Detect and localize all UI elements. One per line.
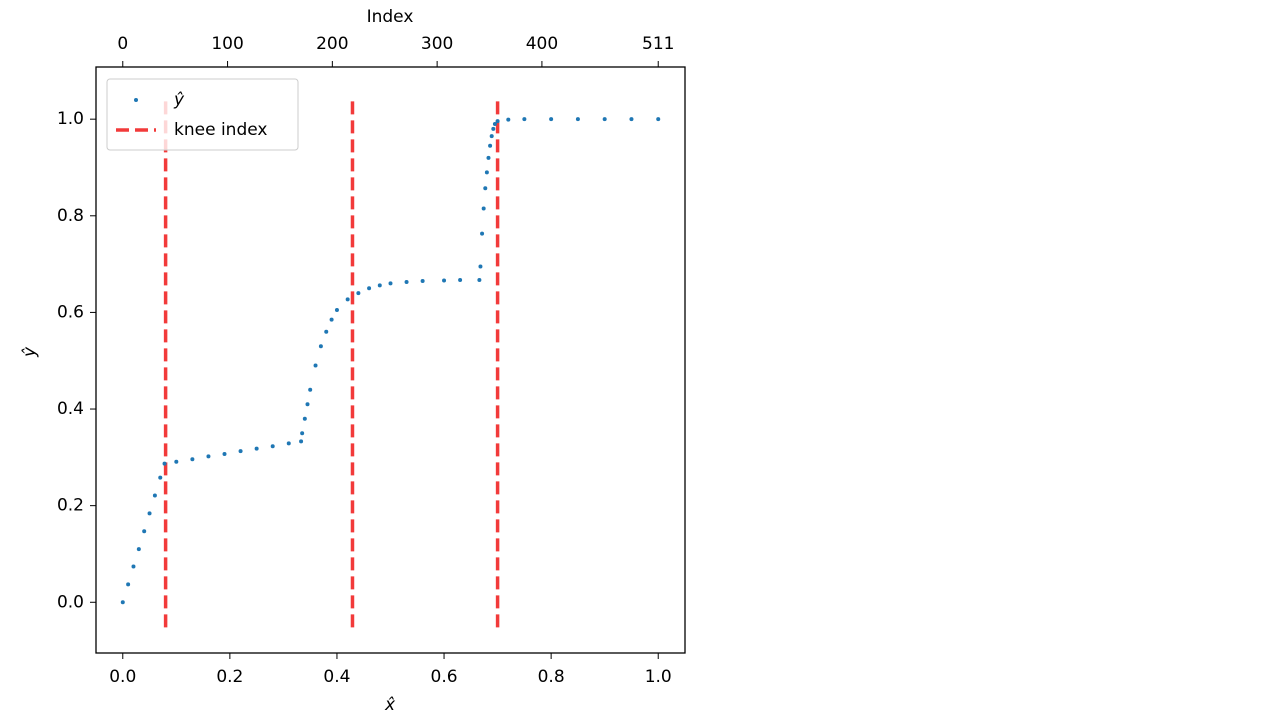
point xyxy=(162,461,167,466)
point xyxy=(158,475,163,480)
point xyxy=(142,529,147,534)
y-tick-label: 0.2 xyxy=(57,496,84,516)
point xyxy=(442,278,447,283)
point xyxy=(345,297,350,302)
point xyxy=(206,454,211,459)
point xyxy=(254,446,259,451)
x2-tick-label: 400 xyxy=(526,34,558,54)
point xyxy=(299,439,304,444)
point xyxy=(334,307,339,312)
y-axis-label: ŷ xyxy=(20,346,40,358)
point xyxy=(480,231,485,236)
point xyxy=(656,117,661,122)
point xyxy=(492,122,497,127)
point xyxy=(549,117,554,122)
legend-marker xyxy=(134,98,138,102)
point xyxy=(486,155,491,160)
x2-tick-label: 511 xyxy=(642,34,674,54)
x2-tick-label: 300 xyxy=(421,34,453,54)
x-tick-label: 0.2 xyxy=(216,667,243,687)
point xyxy=(318,344,323,349)
point xyxy=(367,286,372,291)
x-tick-label: 0.4 xyxy=(323,667,350,687)
y-tick-label: 0.0 xyxy=(57,592,84,612)
x-tick-label: 0.0 xyxy=(109,667,136,687)
x2-tick-label: 0 xyxy=(117,34,128,54)
x2-tick-label: 100 xyxy=(211,34,243,54)
x2-tick-label: 200 xyxy=(316,34,348,54)
point xyxy=(477,278,482,283)
point xyxy=(388,281,393,286)
point xyxy=(324,329,329,334)
x-tick-label: 0.6 xyxy=(431,667,458,687)
point xyxy=(120,600,125,605)
point xyxy=(478,264,483,269)
point xyxy=(308,387,313,392)
point xyxy=(377,283,382,288)
point xyxy=(488,143,493,148)
point xyxy=(481,206,486,211)
point xyxy=(190,457,195,462)
point xyxy=(313,363,318,368)
y-tick-label: 0.6 xyxy=(57,302,84,322)
point xyxy=(483,186,488,191)
legend-box xyxy=(106,78,299,151)
y-tick-label: 0.4 xyxy=(57,399,84,419)
point xyxy=(136,547,141,552)
point xyxy=(300,431,305,436)
point xyxy=(495,119,500,124)
point xyxy=(458,278,463,283)
point xyxy=(506,117,511,122)
point xyxy=(270,444,275,449)
point xyxy=(575,117,580,122)
x2-axis-label: Index xyxy=(367,7,414,27)
plot-frame xyxy=(95,66,686,654)
point xyxy=(404,279,409,284)
x-tick-label: 1.0 xyxy=(645,667,672,687)
point xyxy=(522,117,527,122)
point xyxy=(356,291,361,296)
x-axis-label: x̂ xyxy=(384,695,396,715)
point xyxy=(305,402,310,407)
point xyxy=(329,317,334,322)
point xyxy=(629,117,634,122)
point xyxy=(152,493,157,498)
legend-label: knee index xyxy=(174,120,267,140)
point xyxy=(602,117,607,122)
x-tick-label: 0.8 xyxy=(538,667,565,687)
point xyxy=(238,449,243,454)
point xyxy=(222,451,227,456)
point xyxy=(489,134,494,139)
point xyxy=(126,582,131,587)
point xyxy=(147,511,152,516)
point xyxy=(491,126,496,131)
y-tick-label: 1.0 xyxy=(57,109,84,129)
point xyxy=(484,170,489,175)
legend-label: ŷ xyxy=(173,90,185,110)
point xyxy=(131,564,136,569)
point xyxy=(174,459,179,464)
point xyxy=(302,416,307,421)
point xyxy=(420,279,425,284)
point xyxy=(286,441,291,446)
y-tick-label: 0.8 xyxy=(57,206,84,226)
